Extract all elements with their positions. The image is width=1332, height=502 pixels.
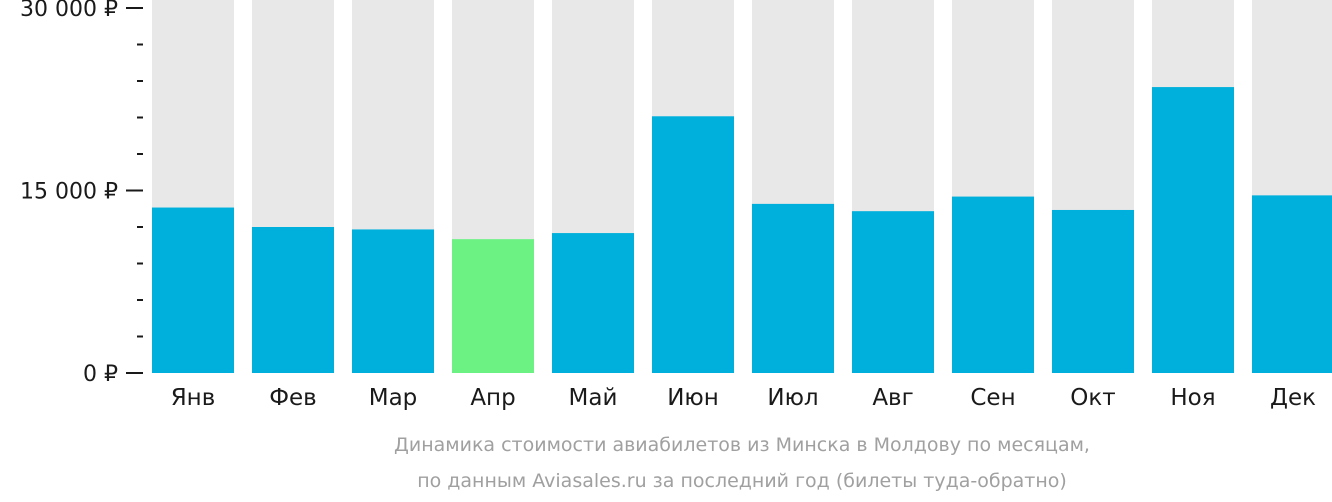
x-tick-label: Авг — [872, 385, 913, 411]
x-tick-label: Май — [569, 385, 618, 411]
bar-3[interactable] — [352, 229, 434, 373]
x-tick-label: Дек — [1270, 385, 1316, 411]
y-tick-label: 0 ₽ — [83, 362, 118, 387]
x-tick-label: Окт — [1070, 385, 1115, 411]
bar-6[interactable] — [652, 116, 734, 374]
x-tick-label: Янв — [171, 385, 216, 411]
bar-2[interactable] — [252, 227, 334, 373]
x-tick-label: Мар — [369, 385, 418, 411]
x-tick-label: Сен — [970, 385, 1015, 411]
bar-11[interactable] — [1152, 87, 1234, 373]
x-tick-label: Фев — [269, 385, 317, 411]
bar-5[interactable] — [552, 233, 634, 373]
y-tick-label: 30 000 ₽ — [20, 0, 118, 22]
x-tick-label: Апр — [470, 385, 515, 411]
bar-10[interactable] — [1052, 209, 1134, 373]
x-tick-label: Июн — [667, 385, 719, 411]
x-tick-label: Ноя — [1170, 385, 1215, 411]
bar-12[interactable] — [1252, 195, 1332, 373]
bar-8[interactable] — [852, 211, 934, 373]
y-tick-label: 15 000 ₽ — [20, 180, 118, 205]
bar-9[interactable] — [952, 196, 1034, 373]
caption-line-1: Динамика стоимости авиабилетов из Минска… — [394, 434, 1090, 456]
bar-1[interactable] — [152, 207, 234, 373]
y-axis: 0 ₽ 15 000 ₽ 30 000 ₽ — [20, 0, 143, 387]
x-tick-label: Июл — [767, 385, 818, 411]
x-axis-labels: Янв Фев Мар Апр Май Июн Июл Авг Сен Окт Ноя Дек — [171, 385, 1316, 411]
bar-4[interactable] — [452, 239, 534, 373]
caption-line-2: по данным Aviasales.ru за последний год … — [417, 470, 1067, 492]
bars — [152, 0, 1332, 374]
bar-7[interactable] — [752, 203, 834, 373]
